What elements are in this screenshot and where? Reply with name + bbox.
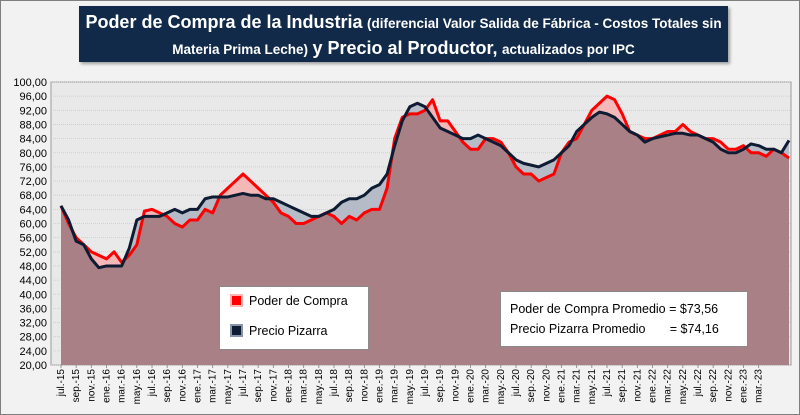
x-tick-label: ene.-19 [375,369,386,403]
x-tick-label: sep.-15 [71,369,82,403]
x-tick-label: mar.-20 [481,369,492,403]
x-tick-label: nov.-20 [541,369,552,402]
x-tick-label: nov.-21 [632,369,643,402]
x-tick-label: jul.-15 [56,369,67,398]
title-line-2: Materia Prima Leche) y Precio al Product… [79,38,728,59]
y-tick-label: 44,00 [19,275,47,287]
x-tick-label: jul.-20 [511,369,522,398]
x-tick-label: sep.-20 [526,369,537,403]
x-tick-label: nov.-19 [450,369,461,402]
y-axis-ticks: 20,00 24,00 28,00 32,00 36,00 40,00 44,00 48,00… [13,77,47,372]
legend-item-poder: Poder de Compra [232,294,348,312]
legend-label-poder: Poder de Compra [249,294,348,308]
y-tick-label: 56,00 [19,233,47,245]
y-tick-label: 20,00 [19,360,47,372]
chart-title: Poder de Compra de la Industria (diferen… [79,6,728,62]
y-tick-label: 96,00 [19,91,47,103]
x-tick-label: may.-19 [405,369,416,405]
x-tick-label: nov.-16 [177,369,188,402]
x-tick-label: mar.-16 [117,369,128,403]
y-tick-label: 100,00 [13,77,47,89]
x-tick-label: jul.-17 [238,369,249,398]
x-tick-label: sep.-22 [708,369,719,403]
x-tick-label: ene.-22 [648,369,659,403]
x-tick-label: sep.-17 [253,369,264,403]
x-tick-label: ene.-21 [557,369,568,403]
x-tick-label: mar.-17 [208,369,219,403]
legend-label-pizarra: Precio Pizarra [249,324,328,338]
x-tick-label: sep.-18 [344,369,355,403]
title-part-5: actualizados por IPC [502,42,635,57]
average-pizarra: Precio Pizarra Promedio = $74,16 [510,322,719,336]
y-tick-label: 32,00 [19,318,47,330]
y-tick-label: 48,00 [19,261,47,273]
x-tick-label: mar.-22 [663,369,674,403]
y-tick-label: 36,00 [19,303,47,315]
y-tick-label: 28,00 [19,332,47,344]
title-line-1: Poder de Compra de la Industria (diferen… [79,12,728,33]
x-tick-label: sep.-21 [617,369,628,403]
legend-item-pizarra: Precio Pizarra [232,324,328,342]
x-tick-label: may.-16 [132,369,143,405]
x-tick-label: jul.-16 [147,369,158,398]
x-tick-label: ene.-17 [193,369,204,403]
averages-box: Poder de Compra Promedio = $73,56 Precio… [500,291,748,347]
y-tick-label: 88,00 [19,119,47,131]
y-tick-label: 76,00 [19,162,47,174]
title-part-3: Materia Prima Leche) [172,42,309,57]
x-tick-label: nov.-17 [268,369,279,402]
y-tick-label: 92,00 [19,105,47,117]
y-tick-label: 72,00 [19,176,47,188]
legend: Poder de Compra Precio Pizarra [219,286,369,350]
x-tick-label: may.-18 [314,369,325,405]
x-tick-label: ene.-23 [739,369,750,403]
x-tick-label: nov.-18 [359,369,370,402]
x-tick-label: mar.-19 [390,369,401,403]
x-tick-label: may.-17 [223,369,234,405]
x-tick-label: mar.-18 [299,369,310,403]
y-tick-label: 24,00 [19,346,47,358]
x-tick-label: may.-20 [496,369,507,405]
x-tick-label: sep.-16 [162,369,173,403]
title-part-4: y Precio al Productor, [312,38,498,58]
x-tick-label: mar.-23 [754,369,765,403]
title-part-2: (diferencial Valor Salida de Fábrica - C… [366,16,722,31]
legend-marker-pizarra [232,326,241,336]
average-poder: Poder de Compra Promedio = $73,56 [510,302,719,316]
x-tick-label: ene.-20 [466,369,477,403]
series-lines [59,94,791,270]
y-tick-label: 40,00 [19,289,47,301]
x-tick-label: mar.-21 [572,369,583,403]
y-tick-label: 84,00 [19,134,47,146]
title-part-1: Poder de Compra de la Industria [85,12,363,32]
y-tick-label: 52,00 [19,247,47,259]
series-line-poder-de-compra [59,94,790,264]
x-tick-label: jul.-18 [329,369,340,398]
x-tick-label: nov.-22 [723,369,734,402]
legend-marker-poder [232,296,241,306]
x-tick-label: jul.-21 [602,369,613,398]
x-tick-label: ene.-18 [284,369,295,403]
x-tick-label: sep.-19 [435,369,446,403]
y-tick-label: 68,00 [19,190,47,202]
x-tick-label: may.-21 [587,369,598,405]
x-tick-label: jul.-19 [420,369,431,398]
x-tick-label: ene.-16 [102,369,113,403]
y-tick-label: 80,00 [19,148,47,160]
x-tick-label: nov.-15 [86,369,97,402]
series-line-precio-pizarra [59,101,791,270]
x-tick-label: jul.-22 [693,369,704,398]
y-tick-label: 60,00 [19,219,47,231]
x-axis-ticks: jul.-15 sep.-15 nov.-15 ene.-16 mar.-16 may.-… [56,365,765,404]
y-tick-label: 64,00 [19,204,47,216]
x-tick-label: may.-22 [678,369,689,405]
